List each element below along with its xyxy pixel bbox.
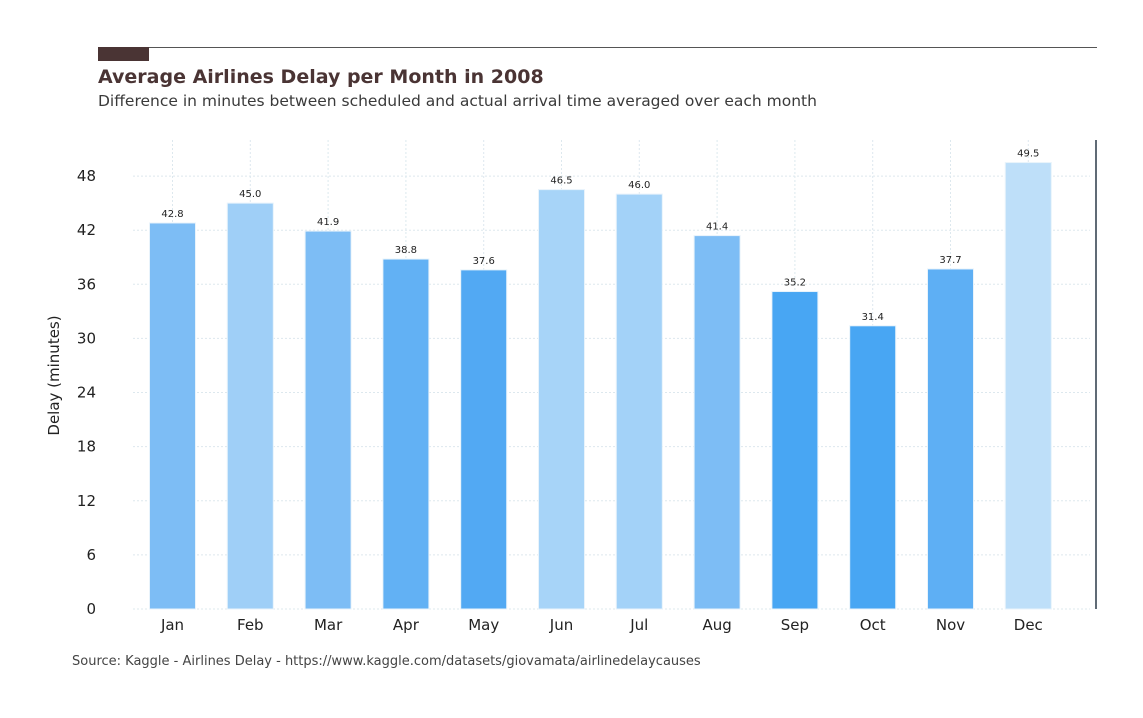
x-tick-label: Dec [1014, 616, 1043, 634]
y-tick-label: 6 [86, 546, 96, 564]
x-tick-label: Nov [936, 616, 965, 634]
data-label: 35.2 [784, 278, 806, 289]
data-label: 46.0 [628, 180, 650, 191]
data-label: 38.8 [395, 245, 417, 256]
top-rule [149, 47, 1097, 48]
y-tick-label: 18 [77, 438, 96, 456]
x-tick-label: Oct [860, 616, 886, 634]
y-tick-label: 30 [77, 329, 96, 347]
bar-sep [771, 291, 819, 610]
y-tick-label: 24 [77, 384, 96, 402]
label-layer: 42.8 45.0 41.9 38.8 37.6 46.5 46.0 41.4 35.2 31.4… [161, 149, 1039, 323]
y-axis-title: Delay (minutes) [45, 315, 63, 435]
bar-aug [693, 235, 741, 610]
bar-layer [149, 162, 1052, 610]
y-tick-label: 48 [77, 167, 96, 185]
bar-may [460, 269, 508, 610]
x-tick-label: Aug [702, 616, 731, 634]
x-tick-label: Mar [314, 616, 343, 634]
x-tick-label: Sep [781, 616, 809, 634]
chart-title: Average Airlines Delay per Month in 2008 [98, 66, 544, 88]
bar-jun [538, 189, 585, 610]
data-label: 46.5 [550, 176, 572, 187]
bar-mar [304, 230, 352, 610]
data-label: 45.0 [239, 189, 261, 200]
data-label: 37.6 [473, 256, 495, 267]
x-tick-label: Jan [160, 616, 184, 634]
bar-dec [1004, 162, 1052, 610]
data-label: 42.8 [161, 209, 183, 220]
data-label: 41.9 [317, 217, 339, 228]
bar-oct [849, 325, 897, 610]
data-label: 31.4 [862, 312, 884, 323]
bar-feb [226, 202, 274, 610]
chart-subtitle: Difference in minutes between scheduled … [98, 92, 817, 110]
axis-layer: 0 6 12 18 24 30 36 42 48 Jan Feb Mar Apr May Jun Jul Aug… [45, 140, 1097, 634]
bar-jan [149, 222, 196, 610]
bar-jul [615, 193, 663, 610]
data-label: 37.7 [939, 255, 961, 266]
y-tick-label: 0 [86, 600, 96, 618]
bar-apr [382, 258, 430, 610]
y-tick-label: 12 [77, 492, 96, 510]
bar-nov [927, 268, 974, 610]
y-tick-label: 36 [77, 275, 96, 293]
accent-bar [98, 47, 149, 61]
x-tick-label: May [468, 616, 499, 634]
x-tick-label: Jul [629, 616, 648, 634]
data-label: 41.4 [706, 222, 728, 233]
y-tick-label: 42 [77, 221, 96, 239]
x-tick-label: Apr [393, 616, 420, 634]
x-tick-label: Jun [549, 616, 573, 634]
source-note: Source: Kaggle - Airlines Delay - https:… [72, 654, 701, 669]
x-tick-label: Feb [237, 616, 264, 634]
data-label: 49.5 [1017, 149, 1039, 160]
